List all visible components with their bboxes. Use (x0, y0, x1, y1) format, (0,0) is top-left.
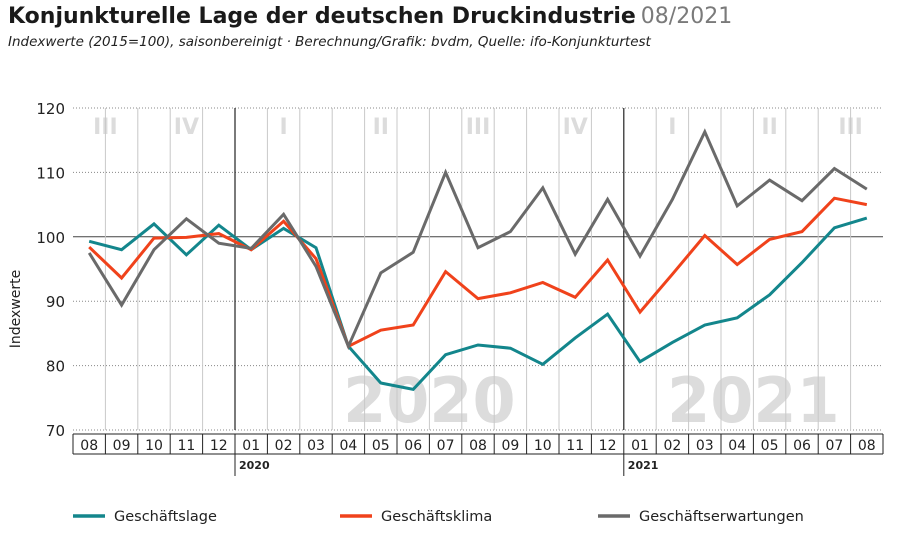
quarter-label: II (373, 115, 389, 140)
quarter-label: IV (174, 115, 199, 140)
legend-item: Geschäftserwartungen (598, 509, 804, 525)
x-tick-label: 02 (275, 438, 293, 454)
legend-label: Geschäftsklima (381, 509, 492, 525)
quarter-label: II (761, 115, 777, 140)
x-tick-label: 11 (566, 438, 584, 454)
title-date: 08/2021 (640, 4, 733, 29)
series-line-geschäftsklima (88, 196, 868, 349)
chart-header: Konjunkturelle Lage der deutschen Drucki… (8, 2, 888, 50)
x-tick-label: 04 (339, 438, 357, 454)
legend-label: Geschäftserwartungen (639, 509, 804, 525)
x-tick-label: 10 (534, 438, 552, 454)
x-tick-label: 08 (858, 438, 876, 454)
x-tick-label: 11 (177, 438, 195, 454)
x-tick-label: 07 (437, 438, 455, 454)
legend-label: Geschäftslage (114, 509, 217, 525)
x-tick-label: 03 (307, 438, 325, 454)
chart-title: Konjunkturelle Lage der deutschen Drucki… (8, 2, 888, 32)
quarter-label: III (466, 115, 491, 140)
legend-item: Geschäftsklima (340, 509, 492, 525)
quarter-label: I (668, 115, 676, 140)
x-tick-label: 01 (631, 438, 649, 454)
y-tick-label: 80 (46, 358, 65, 376)
x-tick-label: 03 (696, 438, 714, 454)
quarter-label: I (280, 115, 288, 140)
x-tick-label: 12 (599, 438, 617, 454)
year-label: 2020 (239, 459, 270, 472)
x-tick-label: 05 (761, 438, 779, 454)
x-tick-label: 10 (145, 438, 163, 454)
x-tick-label: 01 (242, 438, 260, 454)
x-tick-label: 09 (501, 438, 519, 454)
y-axis-label: Indexwerte (8, 270, 24, 348)
chart-subtitle: Indexwerte (2015=100), saisonbereinigt ·… (8, 34, 651, 50)
x-tick-label: 06 (793, 438, 811, 454)
x-tick-label: 12 (210, 438, 228, 454)
y-tick-label: 70 (46, 422, 65, 440)
y-tick-label: 110 (36, 164, 65, 182)
y-tick-label: 120 (36, 100, 65, 118)
x-tick-label: 09 (113, 438, 131, 454)
x-tick-label: 04 (728, 438, 746, 454)
x-tick-label: 05 (372, 438, 390, 454)
y-tick-label: 90 (46, 293, 65, 311)
year-label: 2021 (628, 459, 659, 472)
x-tick-label: 07 (825, 438, 843, 454)
x-tick-label: 06 (404, 438, 422, 454)
x-tick-label: 08 (80, 438, 98, 454)
legend-item: Geschäftslage (73, 509, 217, 525)
title-main: Konjunkturelle Lage der deutschen Drucki… (8, 4, 636, 29)
x-tick-label: 02 (663, 438, 681, 454)
quarter-label: IV (563, 115, 588, 140)
x-tick-label: 08 (469, 438, 487, 454)
y-tick-label: 100 (36, 229, 65, 247)
